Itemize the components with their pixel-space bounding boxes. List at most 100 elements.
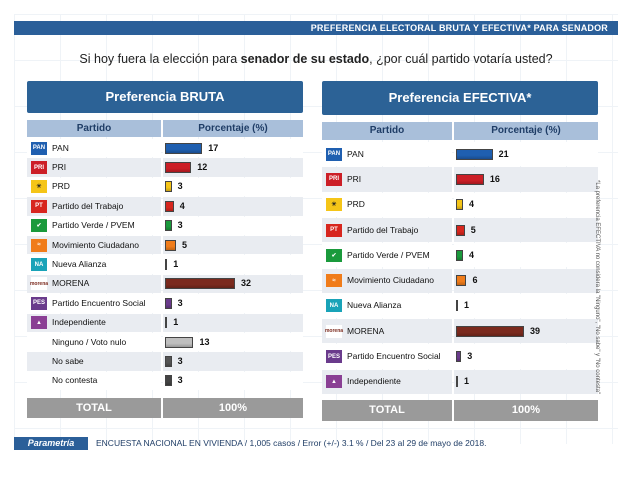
na-logo-icon: NA <box>31 258 47 272</box>
row-background <box>322 344 452 369</box>
value-label: 3 <box>177 220 183 231</box>
parametria-logo: Parametría <box>14 437 88 450</box>
bar-pt <box>456 224 465 236</box>
pes-logo-icon: PES <box>31 296 47 310</box>
na-logo-icon: NA <box>326 299 342 313</box>
value-label: 4 <box>468 249 474 260</box>
bar-ind <box>456 376 458 388</box>
footer-methodology: ENCUESTA NACIONAL EN VIVIENDA / 1,005 ca… <box>96 438 487 448</box>
row-background <box>163 197 303 216</box>
value-label: 17 <box>208 142 219 153</box>
value-label: 3 <box>467 351 473 362</box>
question-text-after: , ¿por cuál partido votaría usted? <box>369 52 553 66</box>
row-background <box>322 217 452 243</box>
prd-logo-icon: ☀ <box>326 198 342 212</box>
table-row: ✔ Partido Verde / PVEM 4 <box>322 243 598 268</box>
row-background <box>454 217 598 243</box>
side-note: *La preferencia EFECTIVA no considera la… <box>594 180 600 395</box>
value-label: 3 <box>177 297 183 308</box>
independiente-icon: ▲ <box>31 316 47 330</box>
row-background <box>27 371 161 391</box>
survey-question: Si hoy fuera la elección para senador de… <box>0 52 632 66</box>
question-text-before: Si hoy fuera la elección para <box>79 52 241 66</box>
value-label: 6 <box>472 275 478 286</box>
row-background <box>322 192 452 217</box>
col-header-partido: Partido <box>27 120 161 137</box>
total-label: TOTAL <box>322 400 452 421</box>
row-background <box>322 142 452 167</box>
party-name: Partido del Trabajo <box>52 200 124 211</box>
party-name: Movimiento Ciudadano <box>347 275 434 286</box>
party-name: Nueva Alianza <box>52 259 107 270</box>
row-background <box>163 177 303 197</box>
table-row: ▲ Independiente 1 <box>27 313 303 332</box>
bar-prd <box>456 199 463 211</box>
row-background <box>454 369 598 394</box>
row-background <box>163 294 303 313</box>
value-label: 3 <box>177 356 183 367</box>
party-name: Nueva Alianza <box>347 300 402 311</box>
party-name: Independiente <box>347 376 401 387</box>
row-background <box>163 216 303 235</box>
row-background <box>163 333 303 352</box>
panel-bruta: Preferencia BRUTA Partido Porcentaje (%)… <box>27 81 303 420</box>
panel-efectiva: Preferencia EFECTIVA* Partido Porcentaje… <box>322 81 598 424</box>
total-value: 100% <box>163 398 303 418</box>
row-background <box>454 344 598 369</box>
table-row: NA Nueva Alianza 1 <box>322 293 598 319</box>
table-row: morena MORENA 39 <box>322 319 598 344</box>
party-name: Partido Verde / PVEM <box>347 249 430 260</box>
value-label: 13 <box>199 336 210 347</box>
table-row: PAN PAN 21 <box>322 142 598 167</box>
row-background <box>163 313 303 332</box>
value-label: 1 <box>464 300 470 311</box>
row-background <box>27 236 161 255</box>
bar-na <box>165 259 168 271</box>
table-row: PES Partido Encuentro Social 3 <box>322 344 598 369</box>
row-background <box>27 294 161 313</box>
party-name: Partido del Trabajo <box>347 224 419 235</box>
value-label: 5 <box>181 239 187 250</box>
bar-pri <box>456 173 484 185</box>
row-background <box>27 177 161 197</box>
header-bar: PREFERENCIA ELECTORAL BRUTA Y EFECTIVA* … <box>14 21 618 35</box>
table-row: No sabe 3 <box>27 352 303 371</box>
col-header-porcentaje: Porcentaje (%) <box>163 120 303 137</box>
table-row: ≈ Movimiento Ciudadano 6 <box>322 268 598 293</box>
bar-pes <box>165 297 172 309</box>
value-label: 21 <box>498 148 509 159</box>
value-label: 12 <box>197 162 208 173</box>
party-name: PRI <box>347 173 362 184</box>
row-background <box>163 236 303 255</box>
col-header-partido: Partido <box>322 122 452 140</box>
party-name: Partido Verde / PVEM <box>52 220 135 231</box>
bar-mc <box>456 275 467 287</box>
panel-bruta-title: Preferencia BRUTA <box>27 81 303 113</box>
bar-pri <box>165 162 192 174</box>
pri-logo-icon: PRI <box>31 161 47 175</box>
row-background <box>27 313 161 332</box>
row-background <box>27 255 161 274</box>
bar-na <box>456 300 458 312</box>
value-label: 4 <box>179 200 185 211</box>
row-background <box>27 216 161 235</box>
party-name: PRI <box>52 162 67 173</box>
panel-efectiva-title: Preferencia EFECTIVA* <box>322 81 598 115</box>
independiente-icon: ▲ <box>326 375 342 389</box>
value-label: 1 <box>173 317 179 328</box>
total-value: 100% <box>454 400 598 421</box>
bar-pt <box>165 200 174 212</box>
party-name: MORENA <box>347 325 385 336</box>
party-name: PAN <box>347 148 364 159</box>
bar-prd <box>165 181 172 193</box>
row-background <box>322 167 452 192</box>
row-background <box>27 352 161 371</box>
pes-logo-icon: PES <box>326 350 342 364</box>
row-background <box>322 369 452 394</box>
value-label: 3 <box>177 181 183 192</box>
table-row: NA Nueva Alianza 1 <box>27 255 303 274</box>
table-row: morena MORENA 32 <box>27 274 303 294</box>
row-background <box>454 268 598 293</box>
pri-logo-icon: PRI <box>326 172 342 186</box>
bar-pvem <box>165 220 172 232</box>
